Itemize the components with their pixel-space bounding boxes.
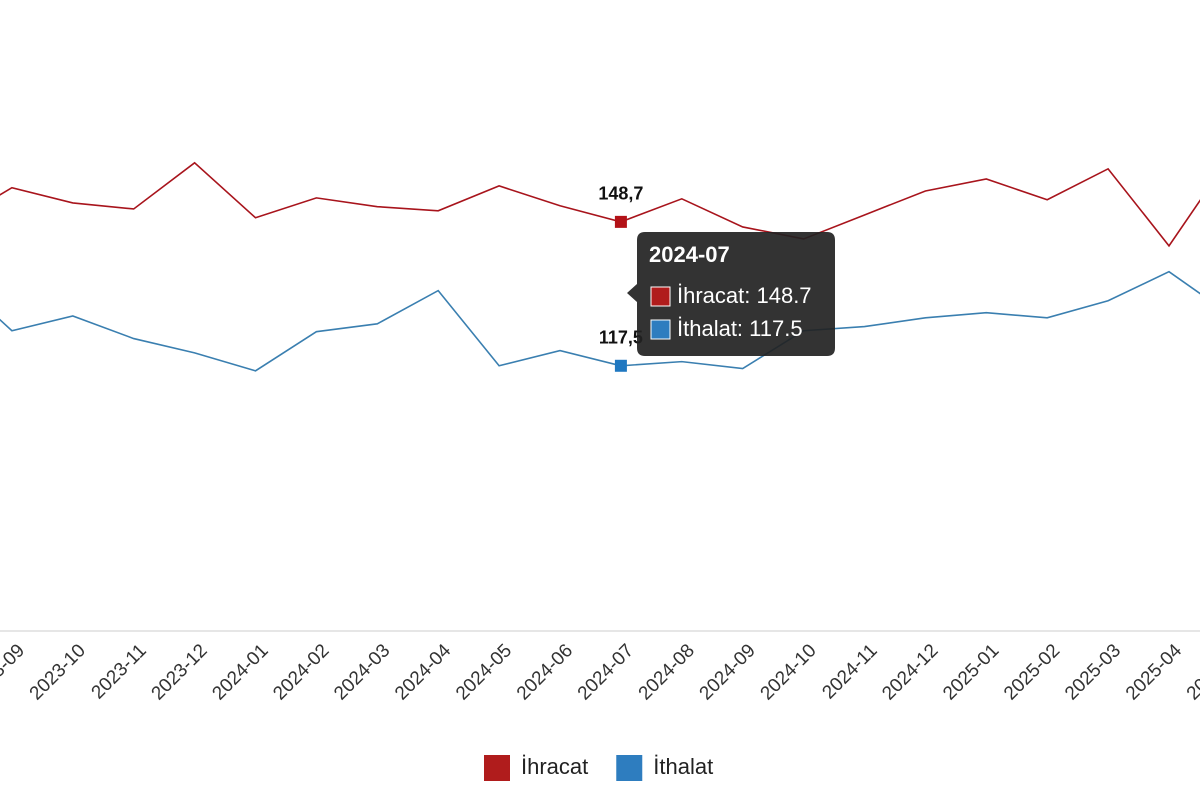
x-tick-label: 2024-04 bbox=[391, 640, 455, 704]
legend-label: İthalat bbox=[653, 754, 713, 779]
series-line bbox=[0, 270, 1200, 372]
tooltip-box bbox=[627, 232, 835, 356]
x-tick-label: 2024-01 bbox=[208, 640, 272, 704]
series-line bbox=[0, 161, 1200, 248]
x-tick-label: 2025-03 bbox=[1061, 640, 1125, 704]
x-tick-label: 2024-11 bbox=[818, 640, 881, 703]
point-marker bbox=[614, 215, 627, 228]
x-tick-label: 2024-03 bbox=[330, 640, 394, 704]
tooltip-title: 2024-07 bbox=[649, 242, 730, 267]
x-tick-label: 2024-08 bbox=[635, 640, 699, 704]
x-tick-label: 2024-05 bbox=[452, 640, 516, 704]
x-tick-label: 2024-07 bbox=[574, 640, 638, 704]
x-tick-label: 2025-01 bbox=[939, 640, 1003, 704]
tooltip-line: İthalat: 117.5 bbox=[677, 316, 803, 341]
x-tick-label: 2023-12 bbox=[148, 640, 212, 704]
x-tick-label: 2025-02 bbox=[1000, 640, 1064, 704]
tooltip: 2024-07 İhracat: 148.7 İthalat: 117.5 bbox=[627, 232, 835, 356]
data-label: 148,7 bbox=[598, 184, 643, 204]
data-label: 117,5 bbox=[599, 328, 643, 348]
x-tick-label: 2024-12 bbox=[878, 640, 942, 704]
point-marker bbox=[614, 359, 627, 372]
x-tick-label: 2023-11 bbox=[88, 640, 151, 703]
tooltip-line: İhracat: 148.7 bbox=[677, 283, 812, 308]
legend-swatch bbox=[484, 755, 510, 781]
tooltip-swatch bbox=[650, 319, 671, 340]
x-tick-label: 2025-04 bbox=[1122, 640, 1186, 704]
legend-swatch bbox=[616, 755, 643, 781]
x-tick-label: 2024-02 bbox=[269, 640, 333, 704]
x-tick-label: 2025-05 bbox=[1183, 640, 1200, 704]
tooltip-swatch bbox=[650, 286, 671, 307]
x-tick-label: 2023-10 bbox=[26, 640, 90, 704]
x-tick-label: 2024-10 bbox=[757, 640, 821, 704]
x-tick-label: 2024-06 bbox=[513, 640, 577, 704]
x-tick-label: 2024-09 bbox=[696, 640, 760, 704]
x-tick-label: 2023-09 bbox=[0, 640, 29, 704]
legend-label: İhracat bbox=[521, 754, 588, 779]
